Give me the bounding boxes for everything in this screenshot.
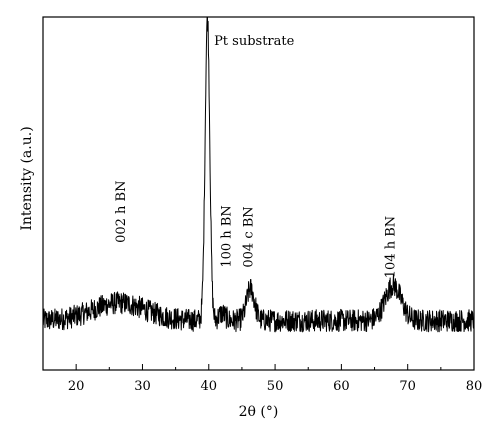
- xrd-pattern-line: [42, 16, 475, 333]
- peak-annotation: 002 h BN: [114, 181, 129, 243]
- x-tick-label: 80: [466, 379, 483, 394]
- x-tick-label: 30: [134, 379, 151, 394]
- plot-border: [42, 16, 475, 371]
- peak-annotation: 104 h BN: [383, 216, 398, 278]
- x-tick-label: 60: [333, 379, 350, 394]
- peak-annotation: 100 h BN: [220, 205, 235, 267]
- x-tick-label: 70: [399, 379, 416, 394]
- x-tick-label: 20: [68, 379, 85, 394]
- peak-annotation: 004 c BN: [242, 206, 257, 267]
- x-tick-label: 40: [200, 379, 217, 394]
- x-ticks: 20 30 40 50 60 70 80: [42, 364, 483, 394]
- y-axis-label: Intensity (a.u.): [19, 126, 35, 230]
- x-tick-label: 50: [267, 379, 284, 394]
- peak-annotation: Pt substrate: [214, 34, 295, 49]
- annotations: Pt substrate 002 h BN 100 h BN 004 c BN 104 …: [114, 34, 398, 278]
- x-axis-label: 2θ (°): [239, 404, 279, 420]
- plot-frame: [42, 16, 475, 371]
- series-group: [42, 16, 475, 333]
